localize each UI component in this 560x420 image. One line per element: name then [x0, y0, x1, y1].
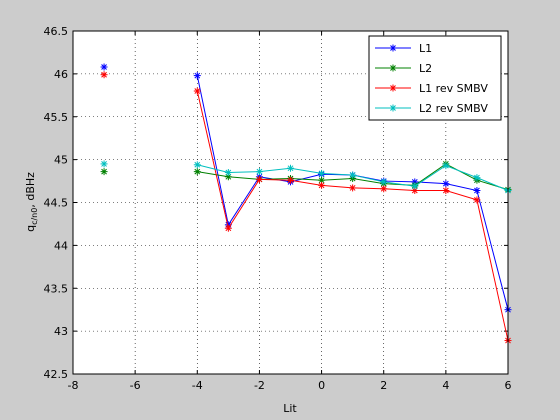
data-point [473, 196, 481, 204]
data-point [100, 63, 108, 71]
x-axis-ticks: -8 -6 -4 -2 0 2 4 6 [68, 31, 512, 392]
y-tick-label: 44.5 [44, 197, 69, 210]
legend-label: L1 rev SMBV [419, 82, 488, 95]
legend-entry: L2 rev SMBV [375, 102, 488, 115]
x-tick-label: 0 [318, 379, 325, 392]
data-point [380, 178, 388, 186]
legend: L1 L2 L1 rev SMBV L2 rev SMBV [368, 35, 502, 121]
data-point [349, 171, 357, 179]
legend-entry: L2 [375, 62, 432, 75]
legend-entry: L1 [375, 42, 432, 55]
y-tick-label: 46.5 [44, 25, 69, 38]
y-axis-ticks: 42.5 43 43.5 44 44.5 45 45.5 46 46.5 [44, 25, 508, 381]
data-point [193, 72, 201, 80]
data-point [389, 64, 397, 72]
legend-label: L1 [419, 42, 432, 55]
data-point [193, 87, 201, 95]
data-point [318, 169, 326, 177]
x-tick-label: -4 [192, 379, 203, 392]
data-point [287, 176, 294, 184]
plot-frame [72, 30, 509, 375]
data-point [193, 161, 201, 169]
data-point [442, 180, 450, 188]
y-axis-label-main: q [24, 225, 37, 232]
y-tick-label: 45.5 [44, 111, 69, 124]
y-axis-label: qc/n0, dBHz [24, 172, 39, 232]
data-point [473, 186, 481, 194]
grid-lines [73, 31, 508, 374]
data-point [389, 104, 397, 112]
y-axis-label-unit: , dBHz [24, 172, 37, 208]
y-tick-label: 43.5 [44, 282, 69, 295]
y-axis-label-subscript: c/n0 [30, 208, 39, 225]
data-point [389, 84, 397, 92]
data-point [193, 168, 201, 176]
x-tick-label: -8 [68, 379, 79, 392]
data-point [100, 168, 108, 176]
data-point [287, 164, 294, 172]
x-tick-label: -6 [130, 379, 141, 392]
y-tick-label: 44 [54, 239, 68, 252]
data-point [224, 224, 232, 232]
x-tick-label: 4 [442, 379, 449, 392]
y-tick-label: 42.5 [44, 368, 69, 381]
data-point [224, 168, 232, 176]
legend-entry: L1 rev SMBV [375, 82, 488, 95]
x-tick-label: 2 [380, 379, 387, 392]
data-point [442, 186, 450, 194]
data-point [100, 71, 108, 79]
y-tick-label: 46 [54, 68, 68, 81]
legend-label: L2 rev SMBV [419, 102, 488, 115]
data-point [349, 184, 357, 192]
data-point [255, 168, 263, 176]
x-tick-label: -2 [254, 379, 265, 392]
x-axis-label: Lit [283, 402, 297, 415]
y-tick-label: 45 [54, 154, 68, 167]
data-point [473, 174, 481, 182]
x-tick-label: 6 [505, 379, 512, 392]
data-point [380, 185, 388, 193]
data-point [100, 160, 108, 168]
data-point [411, 182, 419, 190]
data-point [442, 162, 450, 170]
legend-label: L2 [419, 62, 432, 75]
y-tick-label: 43 [54, 325, 68, 338]
data-point [255, 175, 263, 183]
data-point [389, 44, 397, 52]
data-point [318, 181, 326, 189]
